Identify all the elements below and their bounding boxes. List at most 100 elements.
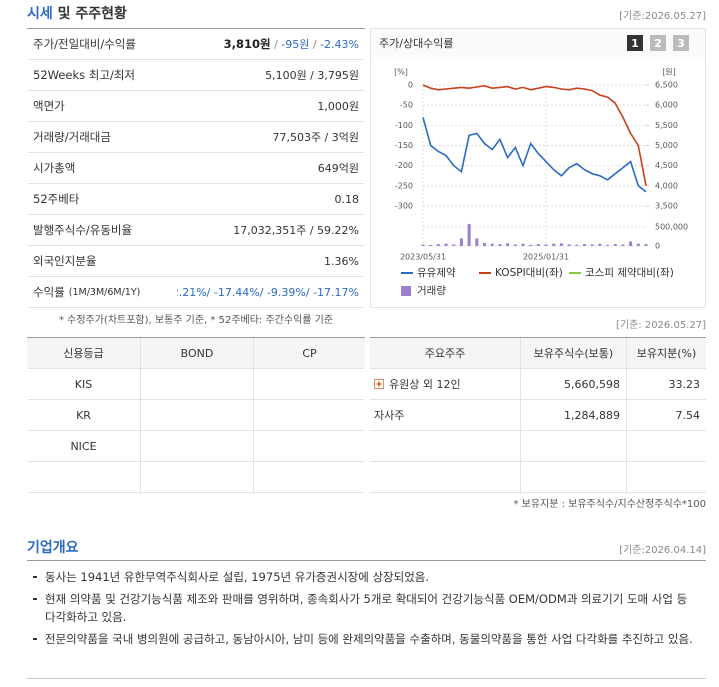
y2-tick-label: 3,500 (655, 202, 678, 211)
volume-bar (559, 243, 563, 246)
value: / (309, 37, 321, 51)
cell (626, 462, 706, 492)
volume-bar (483, 242, 487, 246)
x-tick-label: 2025/01/31 (523, 253, 569, 262)
cell (253, 369, 365, 399)
y-tick-label: -100 (395, 121, 413, 130)
value: 1,000원 (317, 100, 359, 113)
y-tick-label: -200 (395, 161, 413, 170)
cell: 유원상 외 12인 (370, 369, 520, 399)
value-cell: 1.36% (177, 246, 365, 276)
cell (626, 431, 706, 461)
cell-text: 7.54 (675, 408, 701, 422)
legend-label: 코스피 제약대비(좌) (585, 267, 674, 279)
header-cell: 보유지분(%) (626, 338, 706, 368)
label: 시가총액 (33, 161, 76, 175)
holder-table: 주요주주 보유주식수(보통) 보유지분(%) 유원상 외 12인 5,660,598 33… (370, 337, 706, 493)
y2-tick-label: 4,500 (655, 161, 678, 170)
cell (140, 400, 253, 430)
row (27, 462, 365, 493)
tab-label: 1 (631, 37, 639, 50)
item-text: 전문의약품을 국내 병의원에 공급하고, 동남아시아, 남미 등에 완제의약품을… (45, 632, 693, 646)
row: 수익률 (1M/3M/6M/1Y) -12.21%/ -17.44%/ -9.39%… (27, 277, 365, 308)
y-tick-label: 0 (408, 81, 413, 90)
value-cell: 3,810원 / -95원 / -2.43% (177, 29, 365, 59)
value: 17,032,351주 / 59.22% (233, 224, 359, 237)
volume-bar (490, 243, 494, 246)
value-cell: -12.21%/ -17.44%/ -9.39%/ -17.17% (177, 277, 365, 307)
volume-bar (513, 244, 517, 246)
cell-text: KR (76, 408, 91, 422)
row: 발행주식수/유동비율 17,032,351주 / 59.22% (27, 215, 365, 246)
cell: 1,284,889 (520, 400, 626, 430)
cell-text: 유원상 외 12인 (389, 378, 461, 391)
cell: 33.23 (626, 369, 706, 399)
bullet (33, 576, 37, 578)
volume-bar (606, 244, 610, 246)
row: 외국인지분율 1.36% (27, 246, 365, 277)
tab-button[interactable] (673, 35, 689, 51)
series-line (422, 117, 647, 193)
cell: 자사주 (370, 400, 520, 430)
y-tick-label: -300 (395, 202, 413, 211)
y2-tick-label: 5,500 (655, 121, 678, 130)
title-rest: 및 주주현황 (57, 6, 127, 22)
bullet (33, 598, 37, 600)
divider (27, 678, 706, 679)
header-cell: BOND (140, 338, 253, 368)
cell (253, 400, 365, 430)
value: 77,503주 / 3억원 (272, 131, 359, 144)
cell (140, 431, 253, 461)
value: 1.36% (324, 254, 359, 268)
volume-bar (567, 244, 571, 246)
volume-bar (521, 243, 525, 246)
tab-button[interactable] (627, 35, 643, 51)
cell: 5,660,598 (520, 369, 626, 399)
row: 자사주 1,284,889 7.54 (370, 400, 706, 431)
tab-button[interactable] (650, 35, 666, 51)
section-title: 시세 및 주주현황 (27, 3, 127, 23)
row: 주가/전일대비/수익률 3,810원 / -95원 / -2.43% (27, 29, 365, 60)
value: -2.43% (320, 37, 359, 51)
value: 649억원 (317, 162, 359, 175)
cell: KR (27, 400, 140, 430)
volume-bar (536, 244, 540, 246)
credit-table: 신용등급 BOND CP KIS KR NICE (27, 337, 365, 493)
volume-bar (498, 244, 502, 246)
header-cell: 보유주식수(보통) (520, 338, 626, 368)
label-cell: 거래량/거래대금 (27, 122, 177, 152)
sublabel: (1M/3M/6M/1Y) (68, 286, 141, 298)
date: [기준:2026.05.27] (619, 11, 706, 22)
overview-item: 동사는 1941년 유한무역주식회사로 설립, 1975년 유가증권시장에 상장… (27, 568, 706, 586)
cell-text: 1,284,889 (564, 408, 620, 422)
volume-tick-label: 0 (655, 242, 660, 251)
label-cell: 52Weeks 최고/최저 (27, 60, 177, 90)
row: 52Weeks 최고/최저 5,100원 / 3,795원 (27, 60, 365, 91)
row (370, 431, 706, 462)
label-cell: 외국인지분율 (27, 246, 177, 276)
value: 3,810원 (223, 37, 271, 51)
volume-bar (475, 238, 479, 246)
volume-bar (452, 244, 456, 246)
volume-bar (575, 244, 579, 246)
chart-header (371, 29, 705, 57)
tab-label: 3 (677, 37, 685, 50)
y-tick-label: -150 (395, 141, 413, 150)
cell-text: NICE (70, 439, 97, 453)
volume-bar (544, 244, 548, 246)
label: 52Weeks 최고/최저 (33, 68, 135, 82)
label-cell: 52주베타 (27, 184, 177, 214)
label-cell: 발행주식수/유동비율 (27, 215, 177, 245)
volume-bar (467, 223, 471, 246)
chart-title: 주가/상대수익률 (379, 37, 454, 50)
cell: 7.54 (626, 400, 706, 430)
overview-item: 전문의약품을 국내 병의원에 공급하고, 동남아시아, 남미 등에 완제의약품을… (27, 630, 706, 648)
cell: KIS (27, 369, 140, 399)
note: * 수정주가(차트포함), 보통주 기준, * 52주베타: 주간수익률 기준 (58, 315, 334, 326)
legend-label: KOSPI대비(좌) (495, 267, 563, 279)
value: 5,100원 / 3,795원 (265, 69, 359, 82)
label-cell: 수익률 (1M/3M/6M/1Y) (27, 277, 177, 307)
bullet (33, 638, 37, 640)
expand-icon[interactable] (374, 379, 384, 389)
